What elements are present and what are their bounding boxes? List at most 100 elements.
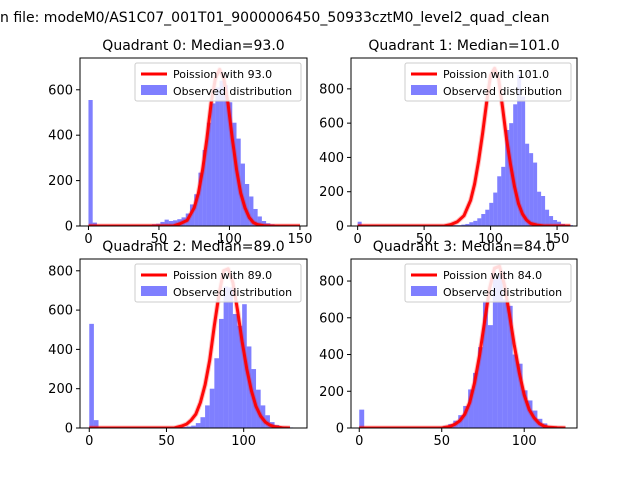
- histogram-bar: [265, 415, 270, 428]
- histogram-bar: [244, 184, 250, 226]
- legend-bar-swatch: [141, 85, 167, 95]
- x-tick-label: 0: [354, 232, 362, 247]
- y-tick-label: 0: [65, 422, 73, 437]
- axes-frame: [79, 258, 308, 429]
- y-tick-label: 800: [48, 264, 73, 279]
- histogram-bar: [553, 220, 558, 226]
- chart-title: Quadrant 3: Median=84.0: [373, 239, 555, 255]
- histogram-bar: [461, 224, 466, 226]
- legend-observed-label: Observed distribution: [443, 286, 562, 299]
- legend-bar-swatch: [141, 286, 167, 296]
- x-tick-label: 150: [288, 232, 313, 247]
- histogram-bar: [249, 196, 254, 226]
- histogram-bar: [257, 216, 262, 226]
- histogram-bar: [209, 388, 215, 428]
- histogram-bar: [468, 389, 474, 428]
- histogram-bar: [492, 279, 498, 428]
- histogram-bar: [228, 287, 233, 428]
- histogram-bar: [465, 223, 470, 226]
- legend-box: [134, 263, 302, 303]
- y-tick-label: 0: [65, 220, 73, 235]
- histogram-bar: [473, 220, 478, 226]
- y-tick-label: 200: [48, 382, 73, 397]
- legend-box: [134, 62, 302, 102]
- legend-poisson-label: Poission with 84.0: [443, 269, 542, 282]
- histogram-bar: [533, 162, 538, 226]
- y-tick-label: 200: [48, 174, 73, 189]
- figure-suptitle: n file: modeM0/AS1C07_001T01_9000006450_…: [0, 10, 549, 26]
- histogram-bar: [223, 85, 229, 226]
- axes-frame: [350, 258, 578, 429]
- legend-bar-swatch: [411, 286, 437, 296]
- histogram-bar: [521, 96, 526, 226]
- histogram-bar: [522, 390, 528, 428]
- histogram-bar: [549, 216, 554, 226]
- histogram-bar: [164, 219, 169, 226]
- histogram-bar: [237, 325, 243, 428]
- histogram-bar: [357, 221, 362, 226]
- chart-plot-area: [89, 266, 298, 428]
- histogram-bar: [477, 218, 482, 226]
- histogram-bar: [512, 354, 518, 428]
- x-tick-label: 0: [84, 232, 92, 247]
- histogram-bar: [223, 286, 229, 428]
- histogram-bar: [88, 100, 93, 226]
- histogram-bar: [195, 423, 201, 428]
- histogram-bar: [261, 221, 267, 226]
- histogram-bar: [527, 400, 533, 428]
- charts: Quadrant 0: Median=93.0 0 50 100 150 0 200 400 6…: [48, 38, 578, 449]
- histogram-bar: [513, 104, 518, 226]
- legend-observed-label: Observed distribution: [173, 85, 292, 98]
- y-tick-label: 200: [319, 385, 344, 400]
- histogram-bar: [529, 153, 534, 226]
- histogram-bar: [214, 358, 219, 428]
- histogram-bar: [517, 363, 523, 428]
- x-tick-label: 100: [478, 232, 503, 247]
- histogram-bar: [228, 102, 233, 226]
- y-tick-label: 400: [319, 151, 344, 166]
- histogram-bar: [218, 318, 224, 428]
- x-tick-label: 50: [158, 434, 175, 449]
- y-tick-label: 400: [48, 343, 73, 358]
- legend: Poission with 89.0 Observed distribution: [134, 263, 302, 303]
- histogram-bar: [246, 346, 252, 428]
- histogram-bar: [517, 75, 522, 226]
- histogram-bar: [497, 273, 503, 428]
- histogram-bar: [493, 192, 498, 226]
- histogram-bar: [505, 130, 510, 226]
- x-tick-label: 100: [231, 434, 256, 449]
- y-tick-label: 800: [319, 275, 344, 290]
- histogram-bar: [487, 325, 493, 428]
- legend-box: [404, 62, 572, 102]
- histogram-bar: [89, 323, 94, 428]
- legend: Poission with 101.0 Observed distribution: [404, 62, 572, 102]
- legend-bar-swatch: [411, 85, 437, 95]
- histogram-bar: [541, 196, 546, 226]
- histogram-bar: [200, 417, 206, 428]
- y-tick-label: 800: [319, 82, 344, 97]
- y-tick-label: 0: [336, 220, 344, 235]
- histogram-bar: [92, 222, 97, 226]
- histogram-bar: [497, 176, 502, 226]
- chart-title: Quadrant 2: Median=89.0: [102, 239, 284, 255]
- chart-panel-0: Quadrant 0: Median=93.0 0 50 100 150 0 200 400 6…: [48, 38, 312, 247]
- legend: Poission with 93.0 Observed distribution: [134, 62, 302, 102]
- legend-poisson-label: Poission with 93.0: [173, 68, 272, 81]
- chart-panel-3: Quadrant 3: Median=84.0 0 50 100 0 200 400 600 8…: [319, 239, 578, 449]
- legend-observed-label: Observed distribution: [173, 286, 292, 299]
- histogram-bar: [253, 208, 258, 226]
- histogram-bar: [232, 122, 237, 226]
- y-tick-label: 600: [48, 304, 73, 319]
- histogram-bar: [168, 221, 174, 226]
- histogram-bar: [359, 409, 365, 428]
- chart-title: Quadrant 0: Median=93.0: [102, 38, 284, 54]
- histogram-bar: [469, 222, 474, 226]
- x-tick-label: 50: [151, 232, 168, 247]
- histogram-bar: [463, 405, 469, 428]
- x-tick-label: 50: [433, 434, 450, 449]
- legend-poisson-label: Poission with 101.0: [443, 68, 549, 81]
- y-tick-label: 200: [319, 185, 344, 200]
- y-tick-label: 600: [48, 83, 73, 98]
- histogram-bar: [215, 87, 220, 226]
